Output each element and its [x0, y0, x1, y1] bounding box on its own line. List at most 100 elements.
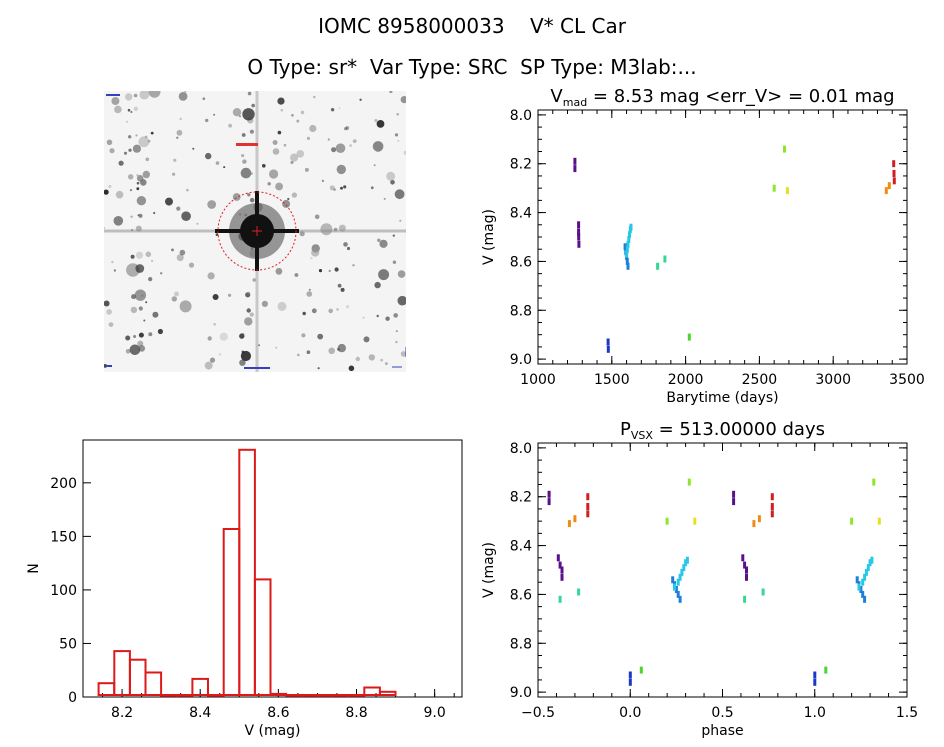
star [368, 354, 375, 361]
star [267, 182, 271, 186]
object-label-mark [236, 143, 258, 146]
data-point [861, 590, 865, 598]
star [317, 333, 324, 340]
star [241, 350, 245, 354]
star [184, 91, 187, 93]
star [310, 257, 313, 260]
star [238, 115, 242, 118]
star [290, 161, 294, 164]
star [133, 106, 139, 111]
star [261, 300, 268, 307]
data-point [872, 478, 876, 486]
data-point [676, 578, 680, 586]
star [165, 197, 173, 206]
x-tick-label: 0.0 [619, 705, 641, 721]
data-point [770, 510, 774, 518]
star [247, 193, 251, 197]
histogram-bar [207, 694, 225, 697]
x-axis-label: V (mag) [244, 723, 300, 739]
data-point [547, 490, 551, 498]
star [376, 120, 385, 128]
star [128, 135, 132, 139]
star [196, 222, 199, 225]
star [395, 330, 398, 333]
star [212, 294, 219, 300]
star [291, 192, 298, 198]
star [150, 131, 154, 135]
corner-label-mark [106, 365, 112, 367]
star [136, 196, 147, 206]
data-point [682, 564, 686, 572]
x-tick-label: 3500 [889, 372, 925, 388]
data-point [560, 566, 564, 574]
star-field-image [104, 91, 406, 372]
data-point [884, 187, 888, 195]
star [209, 357, 216, 363]
data-point [639, 666, 643, 674]
star [130, 215, 133, 218]
data-point [813, 678, 817, 686]
star [370, 186, 374, 190]
y-tick-label: 9.0 [510, 685, 532, 701]
data-point [606, 345, 610, 353]
star [395, 340, 398, 344]
data-point [626, 240, 630, 248]
x-axis-label: phase [701, 723, 743, 739]
star [136, 175, 144, 182]
star [363, 336, 370, 343]
data-point [892, 177, 896, 185]
data-point [577, 228, 581, 236]
star [171, 248, 174, 252]
star [384, 362, 388, 366]
star [114, 105, 122, 114]
star [329, 185, 335, 191]
y-tick-label: 8.2 [510, 490, 532, 506]
y-tick-label: 8.2 [510, 157, 532, 173]
data-point [680, 568, 684, 576]
star [272, 140, 278, 145]
data-point [573, 165, 577, 173]
histogram-bar [316, 694, 334, 697]
star [317, 367, 320, 370]
star [176, 254, 184, 262]
y-tick-label: 8.8 [510, 303, 532, 319]
data-point [625, 257, 629, 265]
y-axis-label: N [26, 563, 42, 573]
data-point [785, 187, 789, 195]
star [330, 108, 335, 112]
star [239, 333, 245, 339]
target-circle [217, 191, 297, 271]
histogram-bar [113, 650, 131, 696]
x-tick-label: 8.6 [267, 705, 289, 721]
star [205, 118, 209, 123]
star [337, 283, 342, 288]
data-point [586, 510, 590, 518]
data-point [558, 561, 562, 569]
data-point [752, 520, 756, 528]
star [355, 356, 360, 362]
star [403, 150, 406, 155]
x-axis-label: Barytime (days) [666, 390, 778, 406]
data-point [761, 588, 765, 596]
histogram-bar [332, 694, 350, 697]
data-point [824, 666, 828, 674]
data-point [665, 517, 669, 525]
histogram-bar [222, 528, 241, 696]
star [400, 96, 406, 104]
star [241, 133, 246, 137]
data-point [868, 559, 872, 567]
star [258, 344, 261, 347]
star [282, 199, 291, 208]
data-point [628, 231, 631, 239]
data-point [673, 583, 676, 591]
star [340, 287, 345, 292]
star [204, 361, 213, 370]
star [176, 206, 181, 211]
star [272, 148, 280, 155]
star [392, 234, 395, 237]
star [148, 277, 153, 282]
data-point [577, 233, 581, 241]
star [138, 332, 144, 338]
star [106, 309, 112, 315]
chart-title: IOMC 8958000033 V* CL Car [318, 14, 626, 38]
